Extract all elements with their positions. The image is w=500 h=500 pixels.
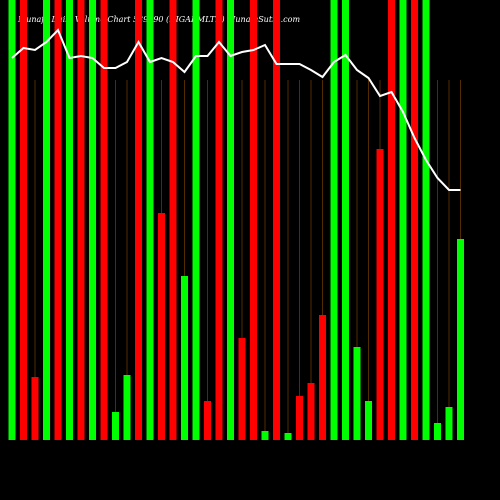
chart-title: Munafa Daily Volume Chart 539990 (DIGARM… (17, 15, 300, 24)
bar (89, 0, 96, 440)
bar (112, 412, 119, 440)
bar (227, 0, 234, 440)
bar (342, 0, 349, 440)
bar (215, 0, 223, 440)
bar (411, 0, 418, 440)
bar (123, 375, 131, 440)
bar (20, 0, 27, 440)
bar (388, 0, 395, 440)
bar (250, 0, 257, 440)
bar (376, 149, 384, 440)
bar (445, 407, 453, 440)
bar (284, 433, 292, 440)
bar (422, 0, 430, 440)
bar (181, 276, 188, 440)
bar (31, 377, 39, 440)
bar (296, 396, 303, 440)
bar (77, 0, 85, 440)
bar (365, 401, 372, 440)
bar (100, 0, 108, 440)
bar (204, 401, 211, 440)
bar (353, 347, 361, 440)
bar (54, 0, 62, 440)
bar (43, 0, 50, 440)
bar (434, 423, 441, 440)
bar (457, 239, 464, 440)
price-line (11, 28, 461, 191)
bar (399, 0, 407, 440)
bar (8, 0, 16, 440)
bar (146, 0, 154, 440)
bar (307, 383, 315, 440)
bar (169, 0, 177, 440)
bar (319, 315, 326, 440)
bar (238, 338, 246, 440)
bar (273, 0, 280, 440)
bar (66, 0, 73, 440)
bar (192, 0, 200, 440)
bar (158, 213, 165, 440)
bar (135, 0, 142, 440)
bar (330, 0, 338, 440)
bar (261, 431, 269, 440)
